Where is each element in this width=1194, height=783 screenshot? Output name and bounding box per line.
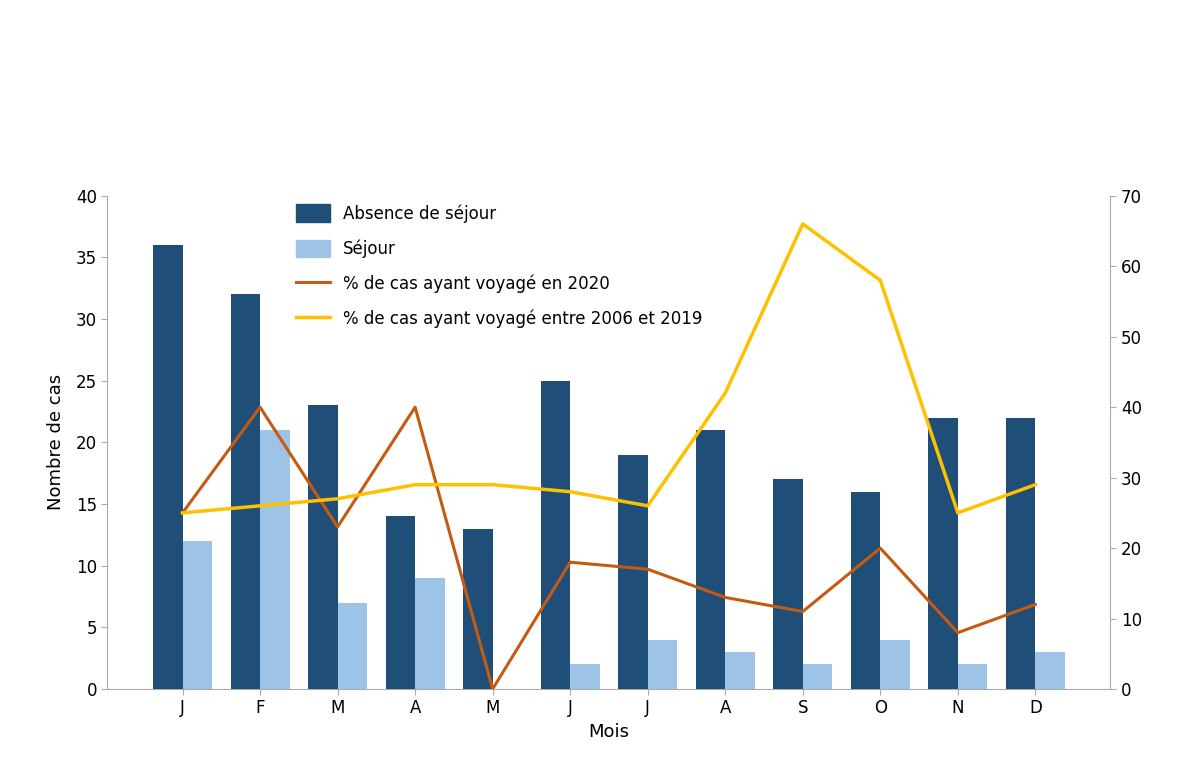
Bar xyxy=(230,294,260,689)
Bar xyxy=(571,664,599,689)
Bar xyxy=(774,479,802,689)
Bar xyxy=(958,664,987,689)
Bar xyxy=(1005,417,1035,689)
Bar xyxy=(416,578,444,689)
Bar xyxy=(802,664,832,689)
Bar xyxy=(929,417,958,689)
Y-axis label: Nombre de cas: Nombre de cas xyxy=(47,374,64,511)
Bar xyxy=(463,529,493,689)
Bar xyxy=(1035,652,1065,689)
Bar xyxy=(308,406,338,689)
Bar xyxy=(725,652,755,689)
Bar xyxy=(153,245,183,689)
Bar xyxy=(851,492,880,689)
Bar xyxy=(183,541,213,689)
Bar xyxy=(386,517,416,689)
Bar xyxy=(647,640,677,689)
Bar xyxy=(618,455,647,689)
Bar xyxy=(696,430,725,689)
Bar xyxy=(541,381,571,689)
X-axis label: Mois: Mois xyxy=(589,723,629,741)
Bar xyxy=(338,603,367,689)
Bar xyxy=(260,430,289,689)
Bar xyxy=(880,640,910,689)
Legend: Absence de séjour, Séjour, % de cas ayant voyagé en 2020, % de cas ayant voyagé : Absence de séjour, Séjour, % de cas ayan… xyxy=(296,204,702,328)
